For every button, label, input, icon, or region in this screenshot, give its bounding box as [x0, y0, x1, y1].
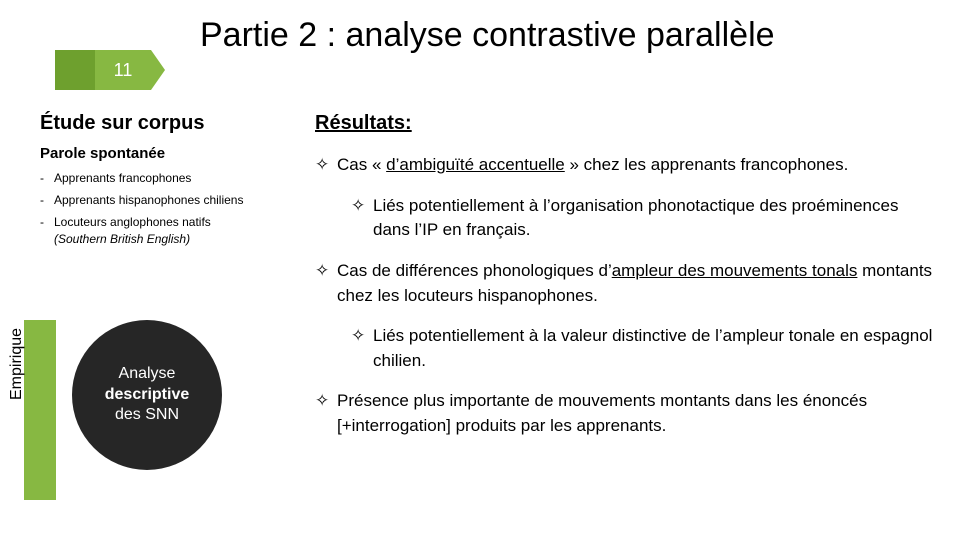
circle-text: Analyse descriptive des SNN [105, 364, 189, 426]
badge-arrow-tip [151, 50, 165, 90]
left-column: Étude sur corpus Parole spontanée -Appre… [40, 112, 310, 253]
result-subpoint: ✧ Liés potentiellement à la valeur disti… [315, 324, 935, 373]
left-subheading: Parole spontanée [40, 145, 310, 162]
diamond-icon: ✧ [351, 194, 373, 243]
left-heading: Étude sur corpus [40, 112, 310, 135]
diamond-icon: ✧ [315, 389, 337, 438]
empirique-label: Empirique [8, 328, 26, 400]
result-point: ✧ Cas de différences phonologiques d’amp… [315, 259, 935, 308]
empirique-box [24, 320, 56, 500]
result-point: ✧ Présence plus importante de mouvements… [315, 389, 935, 438]
result-point: ✧ Cas « d’ambiguïté accentuelle » chez l… [315, 153, 935, 178]
diamond-icon: ✧ [351, 324, 373, 373]
list-item: -Locuteurs anglophones natifs(Southern B… [40, 214, 310, 246]
badge-arrow-dark [55, 50, 95, 90]
diamond-icon: ✧ [315, 153, 337, 178]
list-item: -Apprenants francophones [40, 170, 310, 186]
corpus-list: -Apprenants francophones -Apprenants his… [40, 170, 310, 247]
page-number: 11 [95, 50, 151, 90]
analysis-circle: Analyse descriptive des SNN [72, 320, 222, 470]
results-column: Résultats: ✧ Cas « d’ambiguïté accentuel… [315, 112, 935, 455]
slide-title: Partie 2 : analyse contrastive parallèle [200, 16, 775, 55]
list-item: -Apprenants hispanophones chiliens [40, 192, 310, 208]
result-subpoint: ✧ Liés potentiellement à l’organisation … [315, 194, 935, 243]
page-number-badge: 11 [55, 50, 165, 90]
results-heading: Résultats: [315, 112, 935, 135]
diamond-icon: ✧ [315, 259, 337, 308]
